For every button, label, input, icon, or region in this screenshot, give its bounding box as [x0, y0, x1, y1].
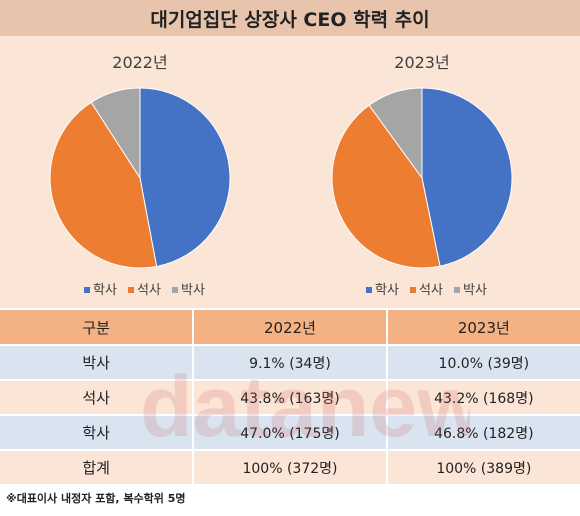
table-cell-category: 학사 — [0, 415, 194, 451]
table-header-row: 구분 2022년 2023년 — [0, 310, 580, 346]
table-cell-2022: 9.1% (34명) — [192, 345, 387, 381]
table-header-2022: 2022년 — [192, 310, 387, 346]
table-row-masters: 석사 43.8% (163명) 43.2% (168명) — [0, 380, 580, 416]
legend-swatch — [410, 287, 416, 293]
table-cell-category: 석사 — [0, 380, 194, 416]
table-cell-2023: 46.8% (182명) — [385, 415, 580, 451]
chart-title-bar: 대기업집단 상장사 CEO 학력 추이 — [0, 0, 580, 36]
pie-title: 2022년 — [112, 53, 167, 72]
chart-title: 대기업집단 상장사 CEO 학력 추이 — [150, 8, 430, 31]
legend-swatch — [454, 287, 460, 293]
footnote: ※대표이사 내정자 포함, 복수학위 5명 — [6, 492, 186, 505]
legend-label: 석사 — [137, 283, 161, 298]
table-cell-category: 합계 — [0, 450, 194, 486]
table-header-2023: 2023년 — [385, 310, 580, 346]
legend-swatch — [84, 287, 90, 293]
table-row-phd: 박사 9.1% (34명) 10.0% (39명) — [0, 345, 580, 381]
legend-swatch — [172, 287, 178, 293]
table-cell-2022: 43.8% (163명) — [192, 380, 387, 416]
legend-label: 학사 — [93, 283, 117, 298]
table-cell-2022: 100% (372명) — [192, 450, 387, 486]
pie-slice-학사 — [139, 87, 231, 268]
legend-swatch — [128, 287, 134, 293]
pie-slice-박사 — [90, 87, 141, 180]
table-cell-2023: 43.2% (168명) — [385, 380, 580, 416]
table-cell-2023: 100% (389명) — [385, 450, 580, 486]
table-row-bachelors: 학사 47.0% (175명) 46.8% (182명) — [0, 415, 580, 451]
pie-slice-석사 — [49, 101, 158, 269]
table-row-total: 합계 100% (372명) 100% (389명) — [0, 450, 580, 486]
legend-swatch — [366, 287, 372, 293]
table-cell-2022: 47.0% (175명) — [192, 415, 387, 451]
pie-slice-학사 — [421, 87, 513, 267]
table-cell-category: 박사 — [0, 345, 194, 381]
legend-label: 석사 — [419, 283, 443, 298]
legend-label: 학사 — [375, 283, 399, 298]
table-cell-2023: 10.0% (39명) — [385, 345, 580, 381]
legend-label: 박사 — [463, 283, 487, 298]
table-header-category: 구분 — [0, 310, 194, 346]
pie-slice-석사 — [331, 104, 441, 269]
data-table: 구분 2022년 2023년 박사 9.1% (34명) 10.0% (39명)… — [0, 310, 580, 486]
legend-label: 박사 — [181, 283, 205, 298]
pie-slice-박사 — [368, 87, 423, 180]
pie-title: 2023년 — [394, 53, 449, 72]
